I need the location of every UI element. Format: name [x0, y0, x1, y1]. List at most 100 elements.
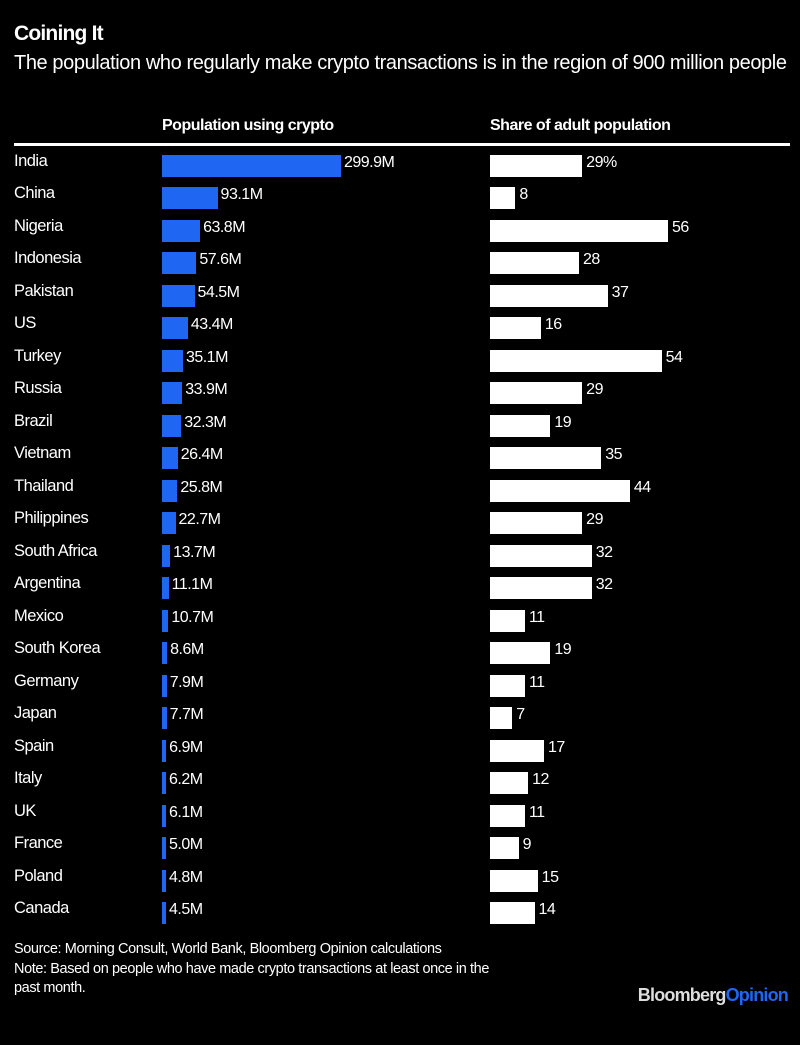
- category-label: China: [14, 184, 55, 203]
- data-label-population: 25.8M: [180, 478, 223, 496]
- logo-accent: Opinion: [725, 985, 789, 1005]
- bar-population: [162, 869, 166, 892]
- source-note: Source: Morning Consult, World Bank, Blo…: [14, 941, 442, 957]
- data-label-population: 33.9M: [185, 381, 228, 399]
- category-label: Poland: [14, 866, 63, 885]
- bar-share: [490, 804, 525, 827]
- bar-share: [490, 284, 608, 307]
- data-label-share: 56: [672, 218, 689, 236]
- category-label: Philippines: [14, 509, 89, 528]
- data-label-population: 4.8M: [169, 868, 203, 886]
- bar-share: [490, 155, 583, 177]
- category-label: Italy: [14, 769, 42, 788]
- data-label-share: 11: [528, 803, 545, 821]
- data-label-share: 32: [595, 576, 613, 594]
- data-label-share: 14: [538, 901, 556, 919]
- bar-population: [162, 902, 166, 925]
- data-label-share: 9: [522, 836, 532, 854]
- data-label-share: 28: [583, 251, 600, 269]
- bar-population: [162, 512, 176, 535]
- bar-population: [162, 837, 166, 860]
- bar-population: [162, 642, 168, 665]
- data-label-share: 19: [554, 413, 572, 431]
- chart-subtitle: The population who regularly make crypto…: [14, 52, 787, 74]
- bar-population: [162, 577, 169, 600]
- bar-share: [490, 902, 535, 925]
- bar-population: [162, 739, 167, 762]
- bar-population: [162, 187, 218, 210]
- data-label-share: 7: [516, 706, 525, 724]
- bar-share: [490, 869, 538, 892]
- bar-population: [162, 544, 171, 567]
- data-label-population: 54.5M: [197, 283, 240, 301]
- category-label: Nigeria: [14, 216, 63, 235]
- bar-share: [490, 674, 525, 697]
- bar-population: [162, 609, 169, 632]
- data-label-population: 7.7M: [169, 706, 204, 724]
- data-label-share: 35: [605, 446, 623, 464]
- category-label: South Africa: [14, 541, 97, 560]
- data-label-population: 8.6M: [170, 641, 204, 659]
- data-label-share: 17: [548, 738, 565, 756]
- data-label-population: 299.9M: [343, 154, 395, 171]
- data-label-population: 6.9M: [169, 738, 203, 756]
- category-label: Canada: [14, 899, 69, 918]
- bar-share: [490, 739, 545, 762]
- data-label-share: 11: [528, 673, 545, 691]
- category-label: India: [14, 152, 48, 170]
- data-label-population: 11.1M: [171, 576, 213, 594]
- category-label: Indonesia: [14, 249, 82, 268]
- category-label: US: [14, 314, 36, 333]
- bar-population: [162, 447, 178, 470]
- bar-population: [162, 674, 167, 697]
- bar-population: [162, 479, 178, 502]
- note-line-2: past month.: [14, 980, 86, 996]
- bar-population: [162, 414, 182, 437]
- data-label-population: 10.7M: [171, 608, 214, 626]
- data-label-share: 19: [554, 641, 572, 659]
- bar-population: [162, 252, 197, 275]
- data-label-share: 16: [544, 316, 562, 334]
- category-label: France: [14, 834, 63, 853]
- data-label-share: 12: [532, 771, 549, 789]
- bar-population: [162, 155, 341, 177]
- bar-share: [490, 837, 519, 860]
- bar-population: [162, 349, 183, 372]
- bar-share: [490, 187, 516, 210]
- category-label: South Korea: [14, 639, 101, 658]
- bar-share: [490, 609, 525, 632]
- data-label-population: 6.1M: [169, 803, 203, 821]
- category-label: Turkey: [14, 346, 61, 365]
- data-label-share: 32: [595, 543, 613, 561]
- bar-share: [490, 349, 662, 372]
- category-label: Russia: [14, 379, 62, 398]
- data-label-share: 29: [586, 511, 603, 529]
- data-label-population: 57.6M: [199, 251, 242, 269]
- data-label-population: 22.7M: [178, 511, 221, 529]
- bar-share: [490, 642, 551, 665]
- bar-share: [490, 707, 513, 730]
- data-label-population: 7.9M: [169, 673, 204, 691]
- bar-population: [162, 284, 195, 307]
- bar-population: [162, 707, 167, 730]
- data-label-share: 29%: [586, 154, 617, 171]
- bar-share: [490, 382, 583, 405]
- category-label: Thailand: [14, 476, 74, 495]
- bar-population: [162, 317, 188, 340]
- data-label-population: 35.1M: [185, 348, 228, 366]
- logo-main: Bloomberg: [637, 985, 727, 1005]
- data-label-population: 6.2M: [169, 771, 203, 789]
- data-label-share: 29: [586, 381, 603, 399]
- category-label: Germany: [14, 671, 79, 690]
- data-label-share: 15: [541, 868, 559, 886]
- category-label: Spain: [14, 736, 54, 755]
- category-label: UK: [14, 801, 36, 820]
- category-label: Argentina: [14, 574, 81, 593]
- bloomberg-opinion-logo: BloombergOpinion: [637, 985, 789, 1006]
- data-label-population: 4.5M: [169, 901, 203, 919]
- data-label-share: 11: [528, 608, 545, 626]
- data-label-population: 63.8M: [203, 218, 246, 236]
- header-rule: [14, 143, 790, 146]
- bar-share: [490, 317, 541, 340]
- series-header-population: Population using crypto: [162, 117, 334, 134]
